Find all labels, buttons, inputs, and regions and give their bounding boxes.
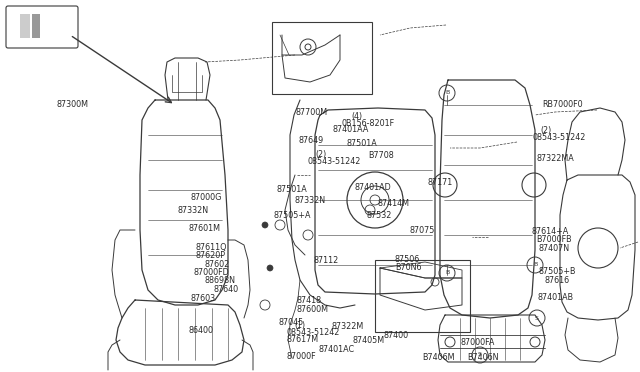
Text: S: S <box>535 315 539 321</box>
Text: 87506: 87506 <box>395 255 420 264</box>
Text: 87501A: 87501A <box>346 139 377 148</box>
Text: 87501A: 87501A <box>276 185 307 194</box>
Text: 87000FA: 87000FA <box>461 338 495 347</box>
Text: B7000FB: B7000FB <box>536 235 572 244</box>
Text: 87401AB: 87401AB <box>538 293 573 302</box>
Text: 87616: 87616 <box>545 276 570 285</box>
Text: 87602: 87602 <box>205 260 230 269</box>
Text: 08543-51242: 08543-51242 <box>532 133 586 142</box>
Text: 87407N: 87407N <box>538 244 570 253</box>
Text: 87620P: 87620P <box>195 251 225 260</box>
Text: 87332N: 87332N <box>294 196 326 205</box>
Text: (1): (1) <box>294 321 305 330</box>
Text: 87300M: 87300M <box>56 100 88 109</box>
Text: B7708: B7708 <box>368 151 394 160</box>
Text: RB7000F0: RB7000F0 <box>543 100 583 109</box>
Text: 08543-51242: 08543-51242 <box>307 157 360 166</box>
Text: 87045: 87045 <box>278 318 303 327</box>
Text: B: B <box>445 90 449 96</box>
Polygon shape <box>20 14 30 38</box>
Text: 87640: 87640 <box>214 285 239 294</box>
Text: 87401AA: 87401AA <box>333 125 369 134</box>
FancyBboxPatch shape <box>6 6 78 48</box>
Text: B7406M: B7406M <box>422 353 455 362</box>
Text: 87603: 87603 <box>191 294 216 303</box>
Text: 87700M: 87700M <box>296 108 328 117</box>
Text: S: S <box>478 353 482 357</box>
Text: 87601M: 87601M <box>189 224 221 233</box>
Text: (2): (2) <box>315 150 326 159</box>
Text: 87401AD: 87401AD <box>355 183 391 192</box>
Text: B: B <box>445 270 449 276</box>
Text: 87000FD: 87000FD <box>193 268 229 277</box>
Circle shape <box>262 222 268 228</box>
Text: 87112: 87112 <box>314 256 339 265</box>
Text: B70N6: B70N6 <box>395 263 421 272</box>
Text: 87075: 87075 <box>410 226 435 235</box>
Text: 87600M: 87600M <box>297 305 329 314</box>
Text: 87322M: 87322M <box>332 322 364 331</box>
Text: 87400: 87400 <box>384 331 409 340</box>
Text: 87617M: 87617M <box>287 335 319 344</box>
Bar <box>375 260 470 332</box>
Bar <box>272 22 372 94</box>
Text: 87171: 87171 <box>428 178 452 187</box>
Text: 87401AC: 87401AC <box>318 345 354 354</box>
Text: 87611Q: 87611Q <box>195 243 227 252</box>
Text: (2): (2) <box>540 126 552 135</box>
Text: 87649: 87649 <box>298 136 323 145</box>
Text: 87614+A: 87614+A <box>532 227 569 236</box>
Text: 08543-51242: 08543-51242 <box>287 328 340 337</box>
Text: 87332N: 87332N <box>178 206 209 215</box>
Circle shape <box>267 265 273 271</box>
Text: 87505+A: 87505+A <box>274 211 312 219</box>
Text: 87405M: 87405M <box>353 336 385 345</box>
Text: 87000F: 87000F <box>287 352 316 361</box>
Text: 87418: 87418 <box>297 296 322 305</box>
Text: 86400: 86400 <box>189 326 214 335</box>
Text: B7406N: B7406N <box>467 353 499 362</box>
Text: B: B <box>533 263 537 267</box>
Polygon shape <box>32 14 40 38</box>
Text: 87000G: 87000G <box>190 193 221 202</box>
Text: 88698N: 88698N <box>205 276 236 285</box>
Text: 87322MA: 87322MA <box>536 154 574 163</box>
Text: 87532: 87532 <box>367 211 392 219</box>
Text: (4): (4) <box>351 112 362 121</box>
Text: 87414M: 87414M <box>378 199 410 208</box>
Text: 87505+B: 87505+B <box>538 267 576 276</box>
Text: 0B156-8201F: 0B156-8201F <box>342 119 395 128</box>
